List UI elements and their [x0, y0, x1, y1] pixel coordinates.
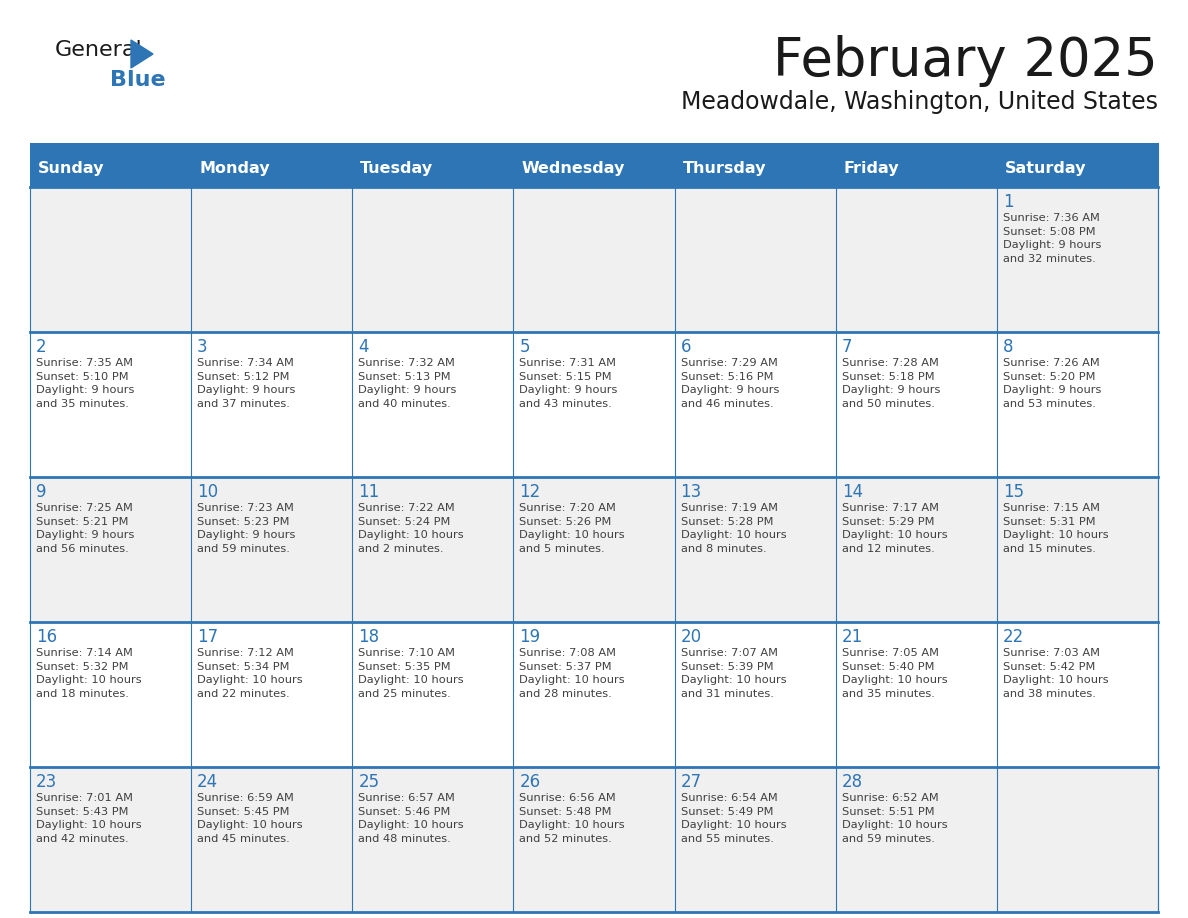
Text: 28: 28: [842, 773, 862, 791]
Text: 21: 21: [842, 628, 862, 646]
Text: Sunrise: 6:59 AM
Sunset: 5:45 PM
Daylight: 10 hours
and 45 minutes.: Sunrise: 6:59 AM Sunset: 5:45 PM Dayligh…: [197, 793, 303, 844]
Text: Meadowdale, Washington, United States: Meadowdale, Washington, United States: [681, 90, 1158, 114]
Text: February 2025: February 2025: [773, 35, 1158, 87]
Text: Sunrise: 7:35 AM
Sunset: 5:10 PM
Daylight: 9 hours
and 35 minutes.: Sunrise: 7:35 AM Sunset: 5:10 PM Dayligh…: [36, 358, 134, 409]
Text: Sunrise: 7:23 AM
Sunset: 5:23 PM
Daylight: 9 hours
and 59 minutes.: Sunrise: 7:23 AM Sunset: 5:23 PM Dayligh…: [197, 503, 296, 554]
Text: 20: 20: [681, 628, 702, 646]
Bar: [30, 143, 1158, 149]
Text: 22: 22: [1003, 628, 1024, 646]
Text: Sunrise: 7:03 AM
Sunset: 5:42 PM
Daylight: 10 hours
and 38 minutes.: Sunrise: 7:03 AM Sunset: 5:42 PM Dayligh…: [1003, 648, 1108, 699]
Text: Sunrise: 7:15 AM
Sunset: 5:31 PM
Daylight: 10 hours
and 15 minutes.: Sunrise: 7:15 AM Sunset: 5:31 PM Dayligh…: [1003, 503, 1108, 554]
Polygon shape: [131, 40, 153, 68]
Text: Sunrise: 7:08 AM
Sunset: 5:37 PM
Daylight: 10 hours
and 28 minutes.: Sunrise: 7:08 AM Sunset: 5:37 PM Dayligh…: [519, 648, 625, 699]
Text: 13: 13: [681, 483, 702, 501]
Text: 19: 19: [519, 628, 541, 646]
Text: 8: 8: [1003, 338, 1013, 356]
Text: Sunrise: 7:05 AM
Sunset: 5:40 PM
Daylight: 10 hours
and 35 minutes.: Sunrise: 7:05 AM Sunset: 5:40 PM Dayligh…: [842, 648, 947, 699]
Text: Sunrise: 7:34 AM
Sunset: 5:12 PM
Daylight: 9 hours
and 37 minutes.: Sunrise: 7:34 AM Sunset: 5:12 PM Dayligh…: [197, 358, 296, 409]
Text: 6: 6: [681, 338, 691, 356]
Text: Sunrise: 7:01 AM
Sunset: 5:43 PM
Daylight: 10 hours
and 42 minutes.: Sunrise: 7:01 AM Sunset: 5:43 PM Dayligh…: [36, 793, 141, 844]
Text: 17: 17: [197, 628, 219, 646]
Bar: [30, 149, 1158, 187]
Text: Sunrise: 7:17 AM
Sunset: 5:29 PM
Daylight: 10 hours
and 12 minutes.: Sunrise: 7:17 AM Sunset: 5:29 PM Dayligh…: [842, 503, 947, 554]
Bar: [30, 187, 1158, 332]
Text: Sunday: Sunday: [38, 161, 105, 175]
Text: Monday: Monday: [200, 161, 270, 175]
Text: 3: 3: [197, 338, 208, 356]
Text: 4: 4: [359, 338, 368, 356]
Text: Saturday: Saturday: [1005, 161, 1086, 175]
Text: Wednesday: Wednesday: [522, 161, 625, 175]
Text: 9: 9: [36, 483, 46, 501]
Text: Sunrise: 7:31 AM
Sunset: 5:15 PM
Daylight: 9 hours
and 43 minutes.: Sunrise: 7:31 AM Sunset: 5:15 PM Dayligh…: [519, 358, 618, 409]
Text: Sunrise: 7:25 AM
Sunset: 5:21 PM
Daylight: 9 hours
and 56 minutes.: Sunrise: 7:25 AM Sunset: 5:21 PM Dayligh…: [36, 503, 134, 554]
Text: 18: 18: [359, 628, 379, 646]
Text: Friday: Friday: [843, 161, 899, 175]
Text: 23: 23: [36, 773, 57, 791]
Bar: [30, 767, 1158, 912]
Text: Tuesday: Tuesday: [360, 161, 434, 175]
Bar: [30, 622, 1158, 767]
Text: Sunrise: 7:12 AM
Sunset: 5:34 PM
Daylight: 10 hours
and 22 minutes.: Sunrise: 7:12 AM Sunset: 5:34 PM Dayligh…: [197, 648, 303, 699]
Text: Sunrise: 7:29 AM
Sunset: 5:16 PM
Daylight: 9 hours
and 46 minutes.: Sunrise: 7:29 AM Sunset: 5:16 PM Dayligh…: [681, 358, 779, 409]
Text: Sunrise: 6:54 AM
Sunset: 5:49 PM
Daylight: 10 hours
and 55 minutes.: Sunrise: 6:54 AM Sunset: 5:49 PM Dayligh…: [681, 793, 786, 844]
Text: 12: 12: [519, 483, 541, 501]
Text: Sunrise: 7:28 AM
Sunset: 5:18 PM
Daylight: 9 hours
and 50 minutes.: Sunrise: 7:28 AM Sunset: 5:18 PM Dayligh…: [842, 358, 940, 409]
Text: Blue: Blue: [110, 70, 165, 90]
Text: 5: 5: [519, 338, 530, 356]
Text: Thursday: Thursday: [683, 161, 766, 175]
Text: Sunrise: 7:19 AM
Sunset: 5:28 PM
Daylight: 10 hours
and 8 minutes.: Sunrise: 7:19 AM Sunset: 5:28 PM Dayligh…: [681, 503, 786, 554]
Text: Sunrise: 7:36 AM
Sunset: 5:08 PM
Daylight: 9 hours
and 32 minutes.: Sunrise: 7:36 AM Sunset: 5:08 PM Dayligh…: [1003, 213, 1101, 263]
Text: Sunrise: 7:10 AM
Sunset: 5:35 PM
Daylight: 10 hours
and 25 minutes.: Sunrise: 7:10 AM Sunset: 5:35 PM Dayligh…: [359, 648, 463, 699]
Text: 7: 7: [842, 338, 852, 356]
Text: Sunrise: 7:20 AM
Sunset: 5:26 PM
Daylight: 10 hours
and 5 minutes.: Sunrise: 7:20 AM Sunset: 5:26 PM Dayligh…: [519, 503, 625, 554]
Text: 10: 10: [197, 483, 219, 501]
Text: 25: 25: [359, 773, 379, 791]
Text: 26: 26: [519, 773, 541, 791]
Text: Sunrise: 7:07 AM
Sunset: 5:39 PM
Daylight: 10 hours
and 31 minutes.: Sunrise: 7:07 AM Sunset: 5:39 PM Dayligh…: [681, 648, 786, 699]
Text: Sunrise: 6:57 AM
Sunset: 5:46 PM
Daylight: 10 hours
and 48 minutes.: Sunrise: 6:57 AM Sunset: 5:46 PM Dayligh…: [359, 793, 463, 844]
Text: Sunrise: 7:22 AM
Sunset: 5:24 PM
Daylight: 10 hours
and 2 minutes.: Sunrise: 7:22 AM Sunset: 5:24 PM Dayligh…: [359, 503, 463, 554]
Text: 27: 27: [681, 773, 702, 791]
Text: 15: 15: [1003, 483, 1024, 501]
Text: 2: 2: [36, 338, 46, 356]
Text: Sunrise: 7:14 AM
Sunset: 5:32 PM
Daylight: 10 hours
and 18 minutes.: Sunrise: 7:14 AM Sunset: 5:32 PM Dayligh…: [36, 648, 141, 699]
Bar: [30, 332, 1158, 477]
Text: 1: 1: [1003, 193, 1013, 211]
Text: 16: 16: [36, 628, 57, 646]
Text: Sunrise: 6:56 AM
Sunset: 5:48 PM
Daylight: 10 hours
and 52 minutes.: Sunrise: 6:56 AM Sunset: 5:48 PM Dayligh…: [519, 793, 625, 844]
Text: 11: 11: [359, 483, 379, 501]
Text: Sunrise: 7:26 AM
Sunset: 5:20 PM
Daylight: 9 hours
and 53 minutes.: Sunrise: 7:26 AM Sunset: 5:20 PM Dayligh…: [1003, 358, 1101, 409]
Text: Sunrise: 6:52 AM
Sunset: 5:51 PM
Daylight: 10 hours
and 59 minutes.: Sunrise: 6:52 AM Sunset: 5:51 PM Dayligh…: [842, 793, 947, 844]
Bar: [30, 477, 1158, 622]
Text: Sunrise: 7:32 AM
Sunset: 5:13 PM
Daylight: 9 hours
and 40 minutes.: Sunrise: 7:32 AM Sunset: 5:13 PM Dayligh…: [359, 358, 456, 409]
Text: 14: 14: [842, 483, 862, 501]
Text: General: General: [55, 40, 143, 60]
Text: 24: 24: [197, 773, 219, 791]
